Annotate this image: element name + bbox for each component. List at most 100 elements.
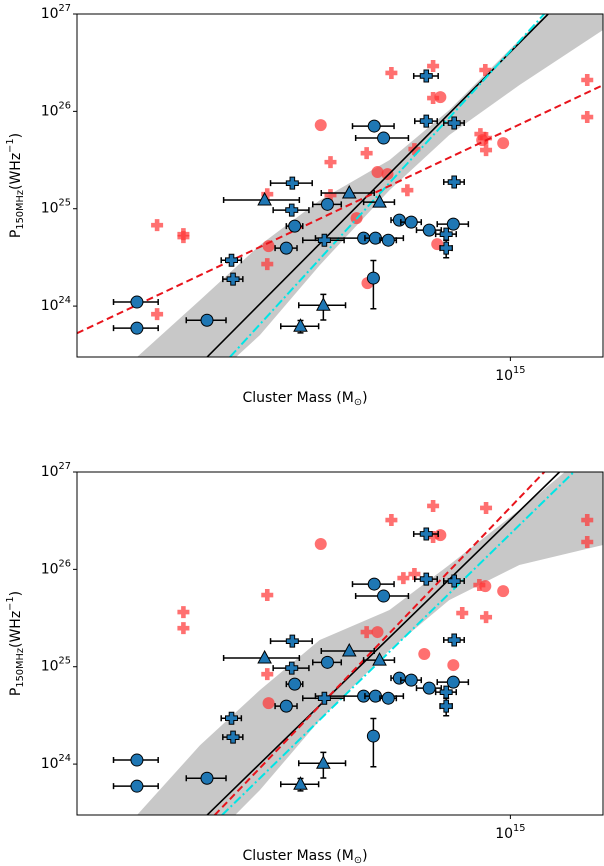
point bbox=[439, 241, 453, 255]
point bbox=[225, 711, 239, 725]
panel: 1024 1025 1026 1027 1015 Cluster Mass (M⊙) P15… bbox=[5, 461, 604, 866]
point bbox=[262, 240, 275, 253]
point bbox=[324, 156, 337, 169]
point bbox=[392, 213, 406, 227]
point bbox=[385, 66, 398, 79]
point bbox=[288, 677, 302, 691]
point bbox=[447, 659, 460, 672]
point bbox=[381, 691, 395, 705]
point bbox=[377, 131, 391, 145]
axes-frame bbox=[76, 471, 604, 816]
point bbox=[293, 776, 308, 790]
x-axis-label: Cluster Mass (M⊙) bbox=[242, 390, 367, 408]
y-error-bar bbox=[370, 259, 377, 310]
point bbox=[177, 231, 190, 244]
point bbox=[226, 272, 240, 286]
point bbox=[419, 114, 433, 128]
point bbox=[257, 191, 272, 206]
point bbox=[293, 318, 308, 332]
y-error-bar bbox=[370, 717, 377, 768]
point bbox=[225, 253, 239, 267]
point bbox=[261, 668, 274, 681]
point bbox=[130, 779, 144, 793]
y-axis-label: P150MHz(WHz−1) bbox=[5, 133, 26, 238]
y-tick-label: 1026 bbox=[41, 100, 71, 119]
point bbox=[401, 184, 414, 197]
y-tick-label: 1027 bbox=[41, 3, 71, 22]
point bbox=[581, 111, 594, 124]
point bbox=[261, 258, 274, 271]
point bbox=[288, 219, 302, 233]
y-tick-label: 1027 bbox=[41, 461, 71, 480]
point bbox=[261, 589, 274, 602]
point bbox=[377, 589, 391, 603]
point bbox=[581, 536, 594, 549]
point bbox=[392, 671, 406, 685]
point bbox=[371, 166, 384, 179]
plot-area bbox=[112, 472, 603, 815]
point bbox=[314, 119, 327, 132]
point bbox=[446, 217, 460, 231]
point bbox=[368, 689, 382, 703]
point bbox=[474, 128, 487, 141]
point bbox=[447, 116, 461, 130]
point bbox=[366, 729, 380, 743]
point bbox=[480, 132, 493, 145]
point bbox=[408, 568, 421, 581]
point bbox=[316, 297, 331, 311]
point bbox=[427, 499, 440, 512]
y-tick-label: 1024 bbox=[41, 753, 71, 772]
point bbox=[366, 271, 380, 285]
point bbox=[447, 574, 461, 588]
point bbox=[368, 231, 382, 245]
point bbox=[372, 652, 387, 666]
point bbox=[151, 219, 164, 232]
point bbox=[397, 572, 410, 585]
point bbox=[262, 697, 275, 710]
point bbox=[257, 649, 272, 664]
y-axis-label: P150MHz(WHz−1) bbox=[5, 591, 26, 696]
point bbox=[285, 634, 299, 648]
point bbox=[480, 144, 493, 157]
point bbox=[418, 648, 431, 661]
point bbox=[439, 699, 453, 713]
point bbox=[367, 119, 381, 133]
point bbox=[316, 755, 331, 769]
point bbox=[261, 188, 274, 201]
x-tick-label: 1015 bbox=[495, 823, 525, 842]
point bbox=[285, 176, 299, 190]
fit-line bbox=[77, 84, 603, 335]
point bbox=[371, 626, 384, 639]
fit-line bbox=[206, 472, 561, 815]
point bbox=[320, 655, 334, 669]
x-axis-label: Cluster Mass (M⊙) bbox=[242, 848, 367, 866]
point bbox=[324, 189, 337, 202]
point bbox=[427, 530, 440, 543]
point bbox=[177, 622, 190, 635]
point bbox=[581, 514, 594, 527]
point bbox=[497, 137, 510, 150]
point bbox=[151, 308, 164, 321]
fit-line bbox=[229, 14, 546, 357]
point bbox=[419, 69, 433, 83]
point bbox=[320, 197, 334, 211]
point bbox=[446, 675, 460, 689]
point bbox=[427, 60, 440, 73]
confidence-band bbox=[137, 14, 603, 357]
point bbox=[130, 753, 144, 767]
point bbox=[422, 223, 436, 237]
fit-line bbox=[213, 472, 546, 815]
point bbox=[130, 295, 144, 309]
point bbox=[419, 572, 433, 586]
point bbox=[404, 673, 418, 687]
point bbox=[473, 579, 486, 592]
point bbox=[422, 681, 436, 695]
point bbox=[317, 691, 331, 705]
point bbox=[447, 633, 461, 647]
point bbox=[447, 175, 461, 189]
point bbox=[419, 527, 433, 541]
point bbox=[200, 313, 214, 327]
y-tick-label: 1025 bbox=[41, 656, 71, 675]
point bbox=[177, 606, 190, 619]
point bbox=[360, 626, 373, 639]
